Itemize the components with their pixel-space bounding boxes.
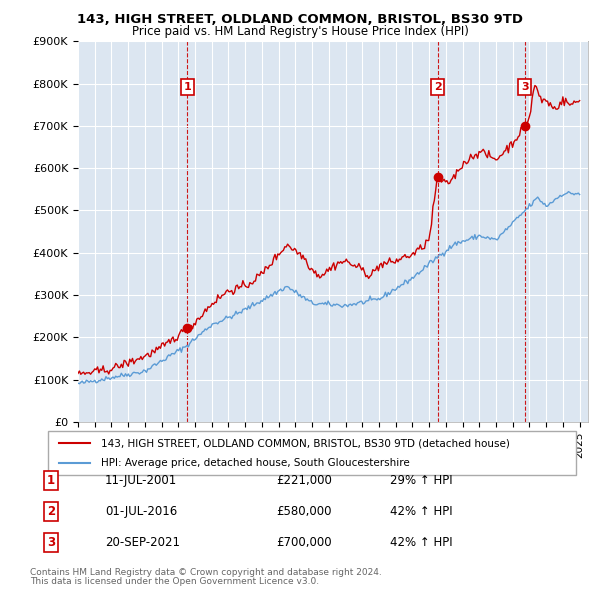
Text: 20-SEP-2021: 20-SEP-2021 (105, 536, 180, 549)
Text: 42% ↑ HPI: 42% ↑ HPI (390, 505, 452, 518)
Text: 143, HIGH STREET, OLDLAND COMMON, BRISTOL, BS30 9TD (detached house): 143, HIGH STREET, OLDLAND COMMON, BRISTO… (101, 438, 509, 448)
Text: 29% ↑ HPI: 29% ↑ HPI (390, 474, 452, 487)
Text: HPI: Average price, detached house, South Gloucestershire: HPI: Average price, detached house, Sout… (101, 458, 410, 467)
Text: 1: 1 (184, 82, 191, 92)
Text: 2: 2 (434, 82, 442, 92)
Text: 01-JUL-2016: 01-JUL-2016 (105, 505, 177, 518)
Text: 3: 3 (521, 82, 529, 92)
Text: This data is licensed under the Open Government Licence v3.0.: This data is licensed under the Open Gov… (30, 578, 319, 586)
Text: £580,000: £580,000 (276, 505, 331, 518)
Text: 2: 2 (47, 505, 55, 518)
Text: 11-JUL-2001: 11-JUL-2001 (105, 474, 177, 487)
Text: £221,000: £221,000 (276, 474, 332, 487)
Text: £700,000: £700,000 (276, 536, 332, 549)
Text: 143, HIGH STREET, OLDLAND COMMON, BRISTOL, BS30 9TD: 143, HIGH STREET, OLDLAND COMMON, BRISTO… (77, 13, 523, 26)
Text: 3: 3 (47, 536, 55, 549)
Text: Price paid vs. HM Land Registry's House Price Index (HPI): Price paid vs. HM Land Registry's House … (131, 25, 469, 38)
Text: 42% ↑ HPI: 42% ↑ HPI (390, 536, 452, 549)
FancyBboxPatch shape (48, 431, 576, 475)
Text: 1: 1 (47, 474, 55, 487)
Text: Contains HM Land Registry data © Crown copyright and database right 2024.: Contains HM Land Registry data © Crown c… (30, 568, 382, 577)
